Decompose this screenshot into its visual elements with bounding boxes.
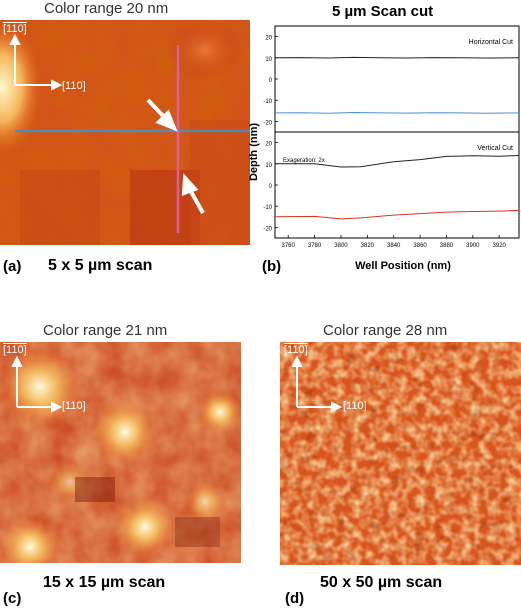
panel-c-scan-label: 15 x 15 µm scan xyxy=(43,574,166,591)
y-tick-label: -10 xyxy=(263,205,272,211)
y-tick-label: 10 xyxy=(265,163,272,169)
depth-profile-chart: Depth (nm) 20 10 0 -10 -20 Horizontal Cut 20 10… xyxy=(248,25,520,272)
chart-ylabel: Depth (nm) xyxy=(248,123,260,181)
panel-d-scan-label: 50 x 50 µm scan xyxy=(320,574,443,591)
x-tick-label: 3820 xyxy=(361,243,375,249)
series-line-1-1 xyxy=(274,56,520,59)
y-tick-label: 0 xyxy=(269,184,273,190)
y-tick-label: -10 xyxy=(263,99,272,105)
panel-a-dir-horizontal: [110] xyxy=(62,80,86,92)
y-tick-label: 20 xyxy=(265,36,272,42)
panel-a-title: Color range 20 nm xyxy=(44,0,169,17)
panel-c-title: Color range 21 nm xyxy=(43,322,168,339)
y-tick-label: 10 xyxy=(265,57,272,63)
panel-c-afm-image xyxy=(0,342,241,563)
exaggeration-note: Exageration: 2x xyxy=(283,158,325,164)
x-tick-label: 3840 xyxy=(387,243,401,249)
y-tick-label: -20 xyxy=(263,120,272,126)
arrow-icon xyxy=(181,173,205,214)
chart-title: 5 µm Scan cut xyxy=(332,3,434,20)
subplot-annotation: Horizontal Cut xyxy=(469,39,513,46)
panel-c-letter: (c) xyxy=(3,590,22,607)
axis-arrows-icon xyxy=(291,355,343,413)
arrow-icon xyxy=(146,98,178,132)
panel-c-dir-vertical: [110] xyxy=(3,344,27,356)
x-tick-label: 3880 xyxy=(440,243,454,249)
x-tick-label: 3920 xyxy=(493,243,507,249)
panel-c-dir-horizontal: [110] xyxy=(62,400,86,412)
subplot-annotation: Vertical Cut xyxy=(477,145,513,152)
panel-a-letter: (a) xyxy=(3,258,22,275)
panel-d-dir-horizontal: [110] xyxy=(343,400,367,412)
panel-d-title: Color range 28 nm xyxy=(323,322,448,339)
x-tick-label: 3900 xyxy=(466,243,480,249)
panel-b-letter: (b) xyxy=(262,258,282,275)
series-line-1-2 xyxy=(274,111,520,114)
y-tick-label: -20 xyxy=(263,226,272,232)
y-tick-label: 0 xyxy=(269,78,273,84)
x-tick-label: 3760 xyxy=(282,243,296,249)
panel-a-dir-vertical: [110] xyxy=(3,23,27,35)
panel-a-scan-label: 5 x 5 µm scan xyxy=(48,257,153,274)
series-line-2-1 xyxy=(275,155,520,168)
x-tick-label: 3800 xyxy=(334,243,348,249)
panel-d-dir-vertical: [110] xyxy=(284,344,308,356)
panel-a-afm-image xyxy=(0,20,250,245)
axis-arrows-icon xyxy=(11,355,63,413)
x-tick-label: 3860 xyxy=(413,243,427,249)
panel-d-letter: (d) xyxy=(285,590,305,607)
panel-d-afm-image xyxy=(280,342,521,565)
series-line-2-2 xyxy=(274,209,520,220)
x-tick-label: 3780 xyxy=(308,243,322,249)
axis-arrows-icon xyxy=(9,33,63,91)
chart-xlabel: Well Position (nm) xyxy=(355,260,451,272)
y-tick-label: 20 xyxy=(265,142,272,148)
